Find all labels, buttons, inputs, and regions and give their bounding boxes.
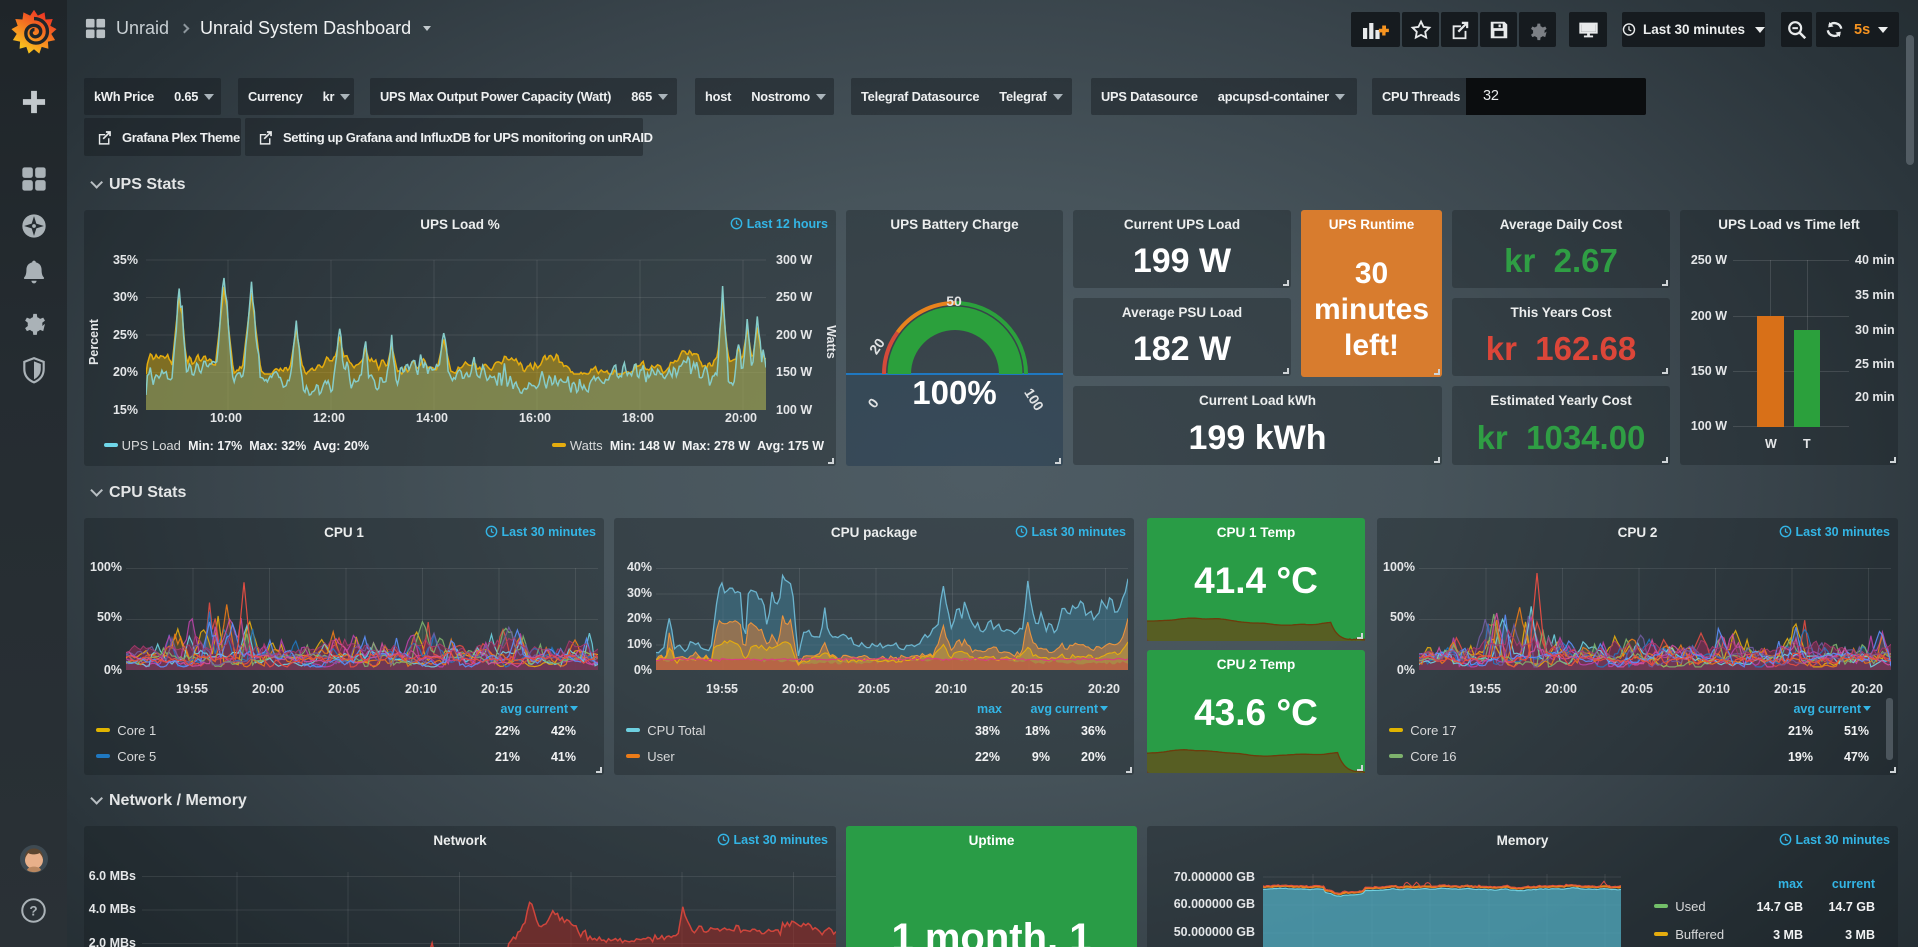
svg-text:50: 50	[946, 294, 962, 309]
svg-text:?: ?	[29, 904, 37, 919]
svg-text:20: 20	[866, 335, 888, 357]
